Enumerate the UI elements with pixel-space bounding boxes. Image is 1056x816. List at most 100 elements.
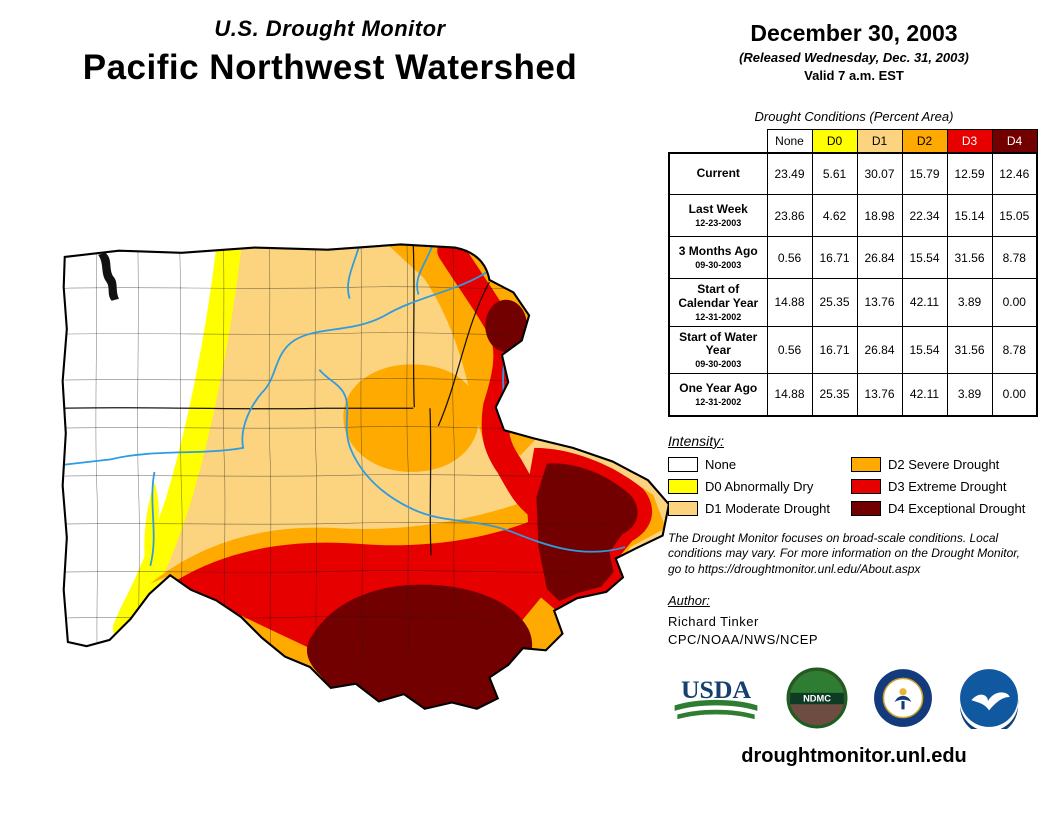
cell: 15.05 bbox=[991, 194, 1038, 237]
table-row-3-months-ago: 3 Months Ago 09-30-2003 0.56 16.71 26.84 … bbox=[668, 236, 1038, 279]
cell: 26.84 bbox=[856, 236, 903, 279]
legend-item-d3: D3 Extreme Drought bbox=[851, 478, 1040, 494]
cell: 15.54 bbox=[901, 325, 948, 375]
legend-swatch-d3 bbox=[851, 478, 881, 494]
cell: 16.71 bbox=[811, 236, 858, 279]
cell: 13.76 bbox=[856, 373, 903, 417]
rivers bbox=[64, 246, 626, 567]
author-block: Author: Richard Tinker CPC/NOAA/NWS/NCEP bbox=[668, 593, 1040, 647]
col-header-d0: D0 bbox=[811, 129, 858, 153]
cell: 31.56 bbox=[946, 236, 993, 279]
cell: 42.11 bbox=[901, 373, 948, 417]
info-panel: December 30, 2003 (Released Wednesday, D… bbox=[668, 20, 1040, 768]
row-label-cell: One Year Ago 12-31-2002 bbox=[668, 373, 768, 417]
table-row-start-calendar-year: Start of Calendar Year 12-31-2002 14.88 2… bbox=[668, 278, 1038, 327]
report-subtitle: U.S. Drought Monitor bbox=[214, 16, 446, 41]
cell: 4.62 bbox=[811, 194, 858, 237]
author-name: Richard Tinker bbox=[668, 614, 759, 630]
noaa-logo bbox=[960, 669, 1019, 730]
svg-text:USDA: USDA bbox=[681, 675, 752, 704]
cell: 3.89 bbox=[946, 278, 993, 327]
cell: 16.71 bbox=[811, 325, 858, 375]
date-block: December 30, 2003 (Released Wednesday, D… bbox=[668, 20, 1040, 83]
table-corner-cell bbox=[669, 129, 767, 153]
cell: 0.00 bbox=[991, 278, 1038, 327]
cell: 8.78 bbox=[991, 236, 1038, 279]
table-row-last-week: Last Week 12-23-2003 23.86 4.62 18.98 22.… bbox=[668, 194, 1038, 237]
legend-swatch-d1 bbox=[668, 500, 698, 516]
drought-map bbox=[44, 234, 674, 714]
disclaimer-text: The Drought Monitor focuses on broad-sca… bbox=[668, 530, 1020, 576]
cell: 30.07 bbox=[856, 152, 903, 195]
state-boundaries bbox=[62, 244, 490, 556]
row-label-cell: Current bbox=[668, 152, 768, 195]
table-row-current: Current 23.49 5.61 30.07 15.79 12.59 12.… bbox=[668, 152, 1038, 195]
map-date: December 30, 2003 bbox=[750, 20, 958, 46]
cell: 14.88 bbox=[766, 278, 813, 327]
table-title: Drought Conditions (Percent Area) bbox=[754, 109, 954, 124]
col-header-d2: D2 bbox=[901, 129, 948, 153]
watershed-outline bbox=[61, 243, 671, 710]
col-header-d3: D3 bbox=[946, 129, 993, 153]
cell: 22.34 bbox=[901, 194, 948, 237]
legend-item-d2: D2 Severe Drought bbox=[851, 456, 1040, 472]
cell: 0.00 bbox=[991, 373, 1038, 417]
table-row-one-year-ago: One Year Ago 12-31-2002 14.88 25.35 13.76… bbox=[668, 373, 1038, 417]
cell: 0.56 bbox=[766, 236, 813, 279]
page-title: Pacific Northwest Watershed bbox=[82, 48, 578, 87]
row-label-cell: Start of Calendar Year 12-31-2002 bbox=[668, 278, 768, 327]
table-row-start-water-year: Start of Water Year 09-30-2003 0.56 16.71… bbox=[668, 325, 1038, 375]
author-org: CPC/NOAA/NWS/NCEP bbox=[668, 632, 819, 648]
row-label-cell: Last Week 12-23-2003 bbox=[668, 194, 768, 237]
map-layer-d2-center bbox=[343, 364, 479, 472]
map-layer-d4-spot bbox=[485, 299, 527, 352]
agency-logos: USDA NDMC bbox=[668, 667, 1040, 730]
legend-item-d0: D0 Abnormally Dry bbox=[668, 478, 851, 494]
col-header-d4: D4 bbox=[991, 129, 1038, 153]
map-layer-d0-streak bbox=[144, 482, 159, 570]
cell: 5.61 bbox=[811, 152, 858, 195]
doc-logo bbox=[874, 669, 932, 728]
page-header: U.S. Drought Monitor Pacific Northwest W… bbox=[10, 16, 650, 88]
cell: 26.84 bbox=[856, 325, 903, 375]
cell: 25.35 bbox=[811, 373, 858, 417]
legend-item-d4: D4 Exceptional Drought bbox=[851, 500, 1040, 516]
legend-swatch-none bbox=[668, 456, 698, 472]
cell: 42.11 bbox=[901, 278, 948, 327]
cell: 12.59 bbox=[946, 152, 993, 195]
author-title: Author: bbox=[668, 593, 710, 609]
legend-item-none: None bbox=[668, 456, 851, 472]
col-header-none: None bbox=[766, 129, 813, 153]
cell: 31.56 bbox=[946, 325, 993, 375]
cell: 3.89 bbox=[946, 373, 993, 417]
row-label-cell: 3 Months Ago 09-30-2003 bbox=[668, 236, 768, 279]
drought-map-svg bbox=[61, 243, 671, 710]
table-header-row: None D0 D1 D2 D3 D4 bbox=[669, 129, 1038, 153]
legend-swatch-d0 bbox=[668, 478, 698, 494]
drought-conditions-table: None D0 D1 D2 D3 D4 Current 23.49 5.61 3… bbox=[668, 129, 1038, 417]
released-date: (Released Wednesday, Dec. 31, 2003) bbox=[739, 50, 969, 65]
cell: 15.14 bbox=[946, 194, 993, 237]
legend-item-d1: D1 Moderate Drought bbox=[668, 500, 851, 516]
cell: 0.56 bbox=[766, 325, 813, 375]
cell: 23.49 bbox=[766, 152, 813, 195]
cell: 18.98 bbox=[856, 194, 903, 237]
legend-title: Intensity: bbox=[668, 432, 725, 449]
cell: 23.86 bbox=[766, 194, 813, 237]
cell: 13.76 bbox=[856, 278, 903, 327]
cell: 12.46 bbox=[991, 152, 1038, 195]
legend-swatch-d2 bbox=[851, 456, 881, 472]
valid-time: Valid 7 a.m. EST bbox=[804, 68, 904, 83]
ndmc-logo: NDMC bbox=[786, 667, 848, 729]
cell: 15.79 bbox=[901, 152, 948, 195]
cell: 15.54 bbox=[901, 236, 948, 279]
cell: 25.35 bbox=[811, 278, 858, 327]
intensity-legend: Intensity: None D2 Severe Drought D0 Abn… bbox=[668, 433, 1040, 516]
map-layer-d0 bbox=[112, 244, 243, 641]
puget-sound bbox=[98, 252, 119, 301]
usda-logo: USDA bbox=[674, 675, 758, 720]
footer-url: droughtmonitor.unl.edu bbox=[741, 745, 967, 768]
cell: 8.78 bbox=[991, 325, 1038, 375]
row-label-cell: Start of Water Year 09-30-2003 bbox=[668, 325, 768, 375]
